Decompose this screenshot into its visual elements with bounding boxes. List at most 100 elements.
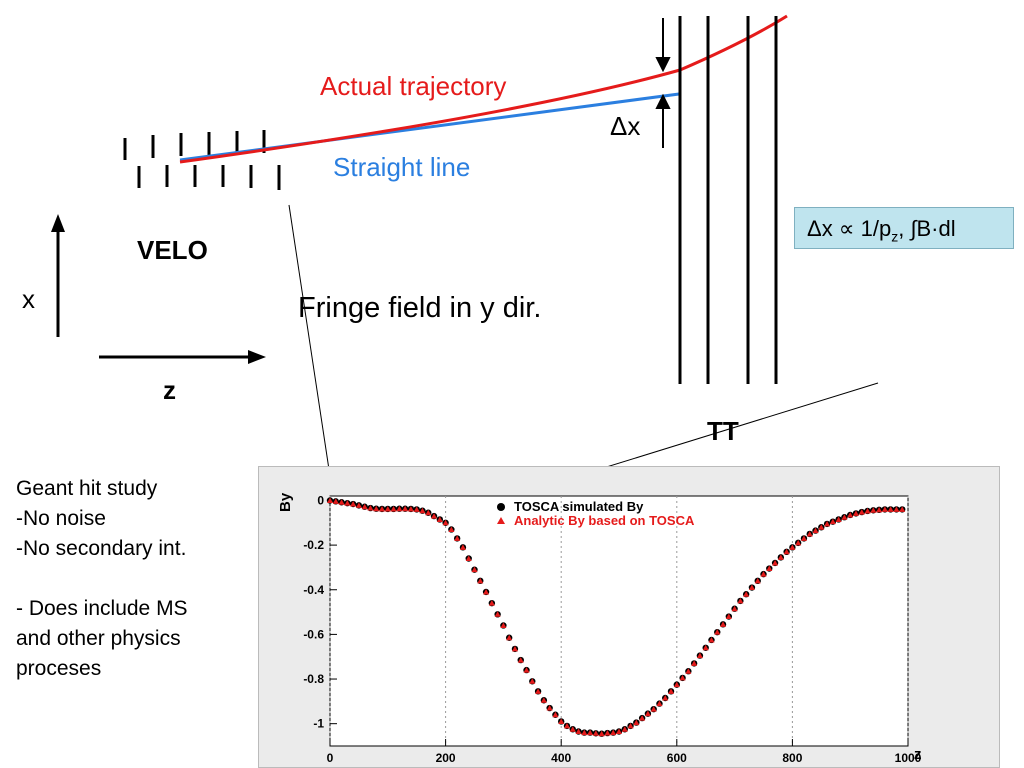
analytic-point [390, 505, 397, 512]
analytic-point [621, 726, 628, 732]
analytic-point [332, 498, 339, 504]
analytic-point [488, 600, 495, 606]
analytic-point [714, 629, 721, 635]
legend-entry-analytic: Analytic By based on TOSCA [514, 513, 695, 528]
analytic-point [824, 520, 831, 527]
analytic-point [743, 591, 750, 597]
analytic-point [679, 674, 686, 681]
analytic-point [338, 499, 345, 505]
analytic-point [725, 613, 732, 620]
analytic-point [783, 548, 790, 555]
analytic-point [841, 514, 848, 520]
analytic-point [806, 530, 813, 537]
analytic-point [876, 506, 883, 513]
analytic-point [772, 559, 779, 566]
actual-trajectory-label: Actual trajectory [320, 71, 506, 101]
analytic-point [436, 516, 443, 522]
analytic-point [893, 506, 900, 512]
analytic-point [540, 697, 547, 703]
legend-entry-tosca: TOSCA simulated By [514, 499, 644, 514]
analytic-point [691, 660, 698, 666]
analytic-point [546, 705, 553, 711]
y-tick-label: -0.2 [303, 538, 324, 552]
x-tick-label: 0 [327, 751, 334, 765]
notes-block: Geant hit study -No noise -No secondary … [16, 474, 188, 684]
analytic-point [852, 510, 859, 516]
y-tick-label: -1 [313, 717, 324, 731]
analytic-point [361, 503, 368, 510]
analytic-point [454, 535, 461, 541]
analytic-point [431, 513, 438, 519]
analytic-point [407, 505, 414, 512]
analytic-point [777, 554, 784, 560]
z-axis-label: z [163, 375, 176, 405]
analytic-point [812, 527, 819, 534]
analytic-point [633, 719, 640, 726]
analytic-point [563, 722, 570, 729]
analytic-point [760, 571, 767, 577]
analytic-point [708, 636, 715, 643]
analytic-point [604, 730, 611, 736]
analytic-point [592, 730, 599, 736]
analytic-point [656, 700, 663, 707]
actual-trajectory [179, 14, 788, 164]
analytic-point [327, 497, 333, 503]
analytic-point [870, 507, 877, 513]
analytic-point [864, 507, 871, 514]
tt-stations [678, 16, 778, 384]
note-line: proceses [16, 657, 102, 680]
legend-marker-triangle [497, 517, 505, 524]
analytic-point [465, 555, 472, 561]
analytic-point [535, 688, 542, 694]
analytic-point [373, 505, 380, 512]
analytic-point [685, 668, 692, 674]
analytic-point [459, 544, 466, 550]
analytic-point [789, 544, 796, 550]
analytic-point [766, 565, 773, 572]
x-axis-label: x [22, 284, 35, 314]
analytic-point [402, 505, 409, 512]
tt-label: TT [707, 416, 739, 446]
x-tick-label: 400 [551, 751, 571, 765]
analytic-point [737, 597, 744, 604]
fringe-field-label: Fringe field in y dir. [298, 292, 541, 324]
note-line: - Does include MS [16, 597, 188, 620]
analytic-point [471, 566, 478, 573]
analytic-point [650, 706, 657, 712]
delta-x-arrows [655, 18, 671, 148]
analytic-point [835, 516, 842, 522]
analytic-point [818, 524, 825, 530]
analytic-point [355, 502, 362, 508]
analytic-point [881, 506, 888, 512]
velo-detector [123, 130, 281, 190]
ticks: 0 200 400 600 800 1000 0 -0.2 -0.4 -0.6 -0.8 -1 [303, 493, 921, 765]
analytic-point [425, 509, 432, 516]
straight-line-label: Straight line [333, 152, 470, 182]
analytic-point [367, 505, 374, 511]
grid [329, 496, 909, 746]
analytic-point [754, 577, 761, 584]
analytic-point [748, 584, 755, 591]
analytic-point [558, 718, 565, 724]
analytic-point [494, 611, 501, 617]
analytic-point [344, 500, 351, 506]
analytic-point [639, 715, 646, 721]
analytic-point [610, 729, 617, 736]
axis-arrows [51, 214, 266, 364]
note-line: Geant hit study [16, 477, 158, 500]
analytic-point [448, 526, 455, 532]
analytic-point [795, 539, 802, 546]
analytic-point [529, 678, 536, 684]
analytic-point [419, 507, 426, 514]
y-tick-label: -0.8 [303, 672, 324, 686]
analytic-point [616, 728, 622, 734]
analytic-point [696, 652, 703, 659]
analytic-point [899, 506, 906, 512]
x-axis-title: z [914, 746, 922, 763]
note-line: and other physics [16, 627, 181, 650]
analytic-point [511, 645, 518, 652]
analytic-point [887, 506, 894, 512]
analytic-point [662, 695, 669, 701]
